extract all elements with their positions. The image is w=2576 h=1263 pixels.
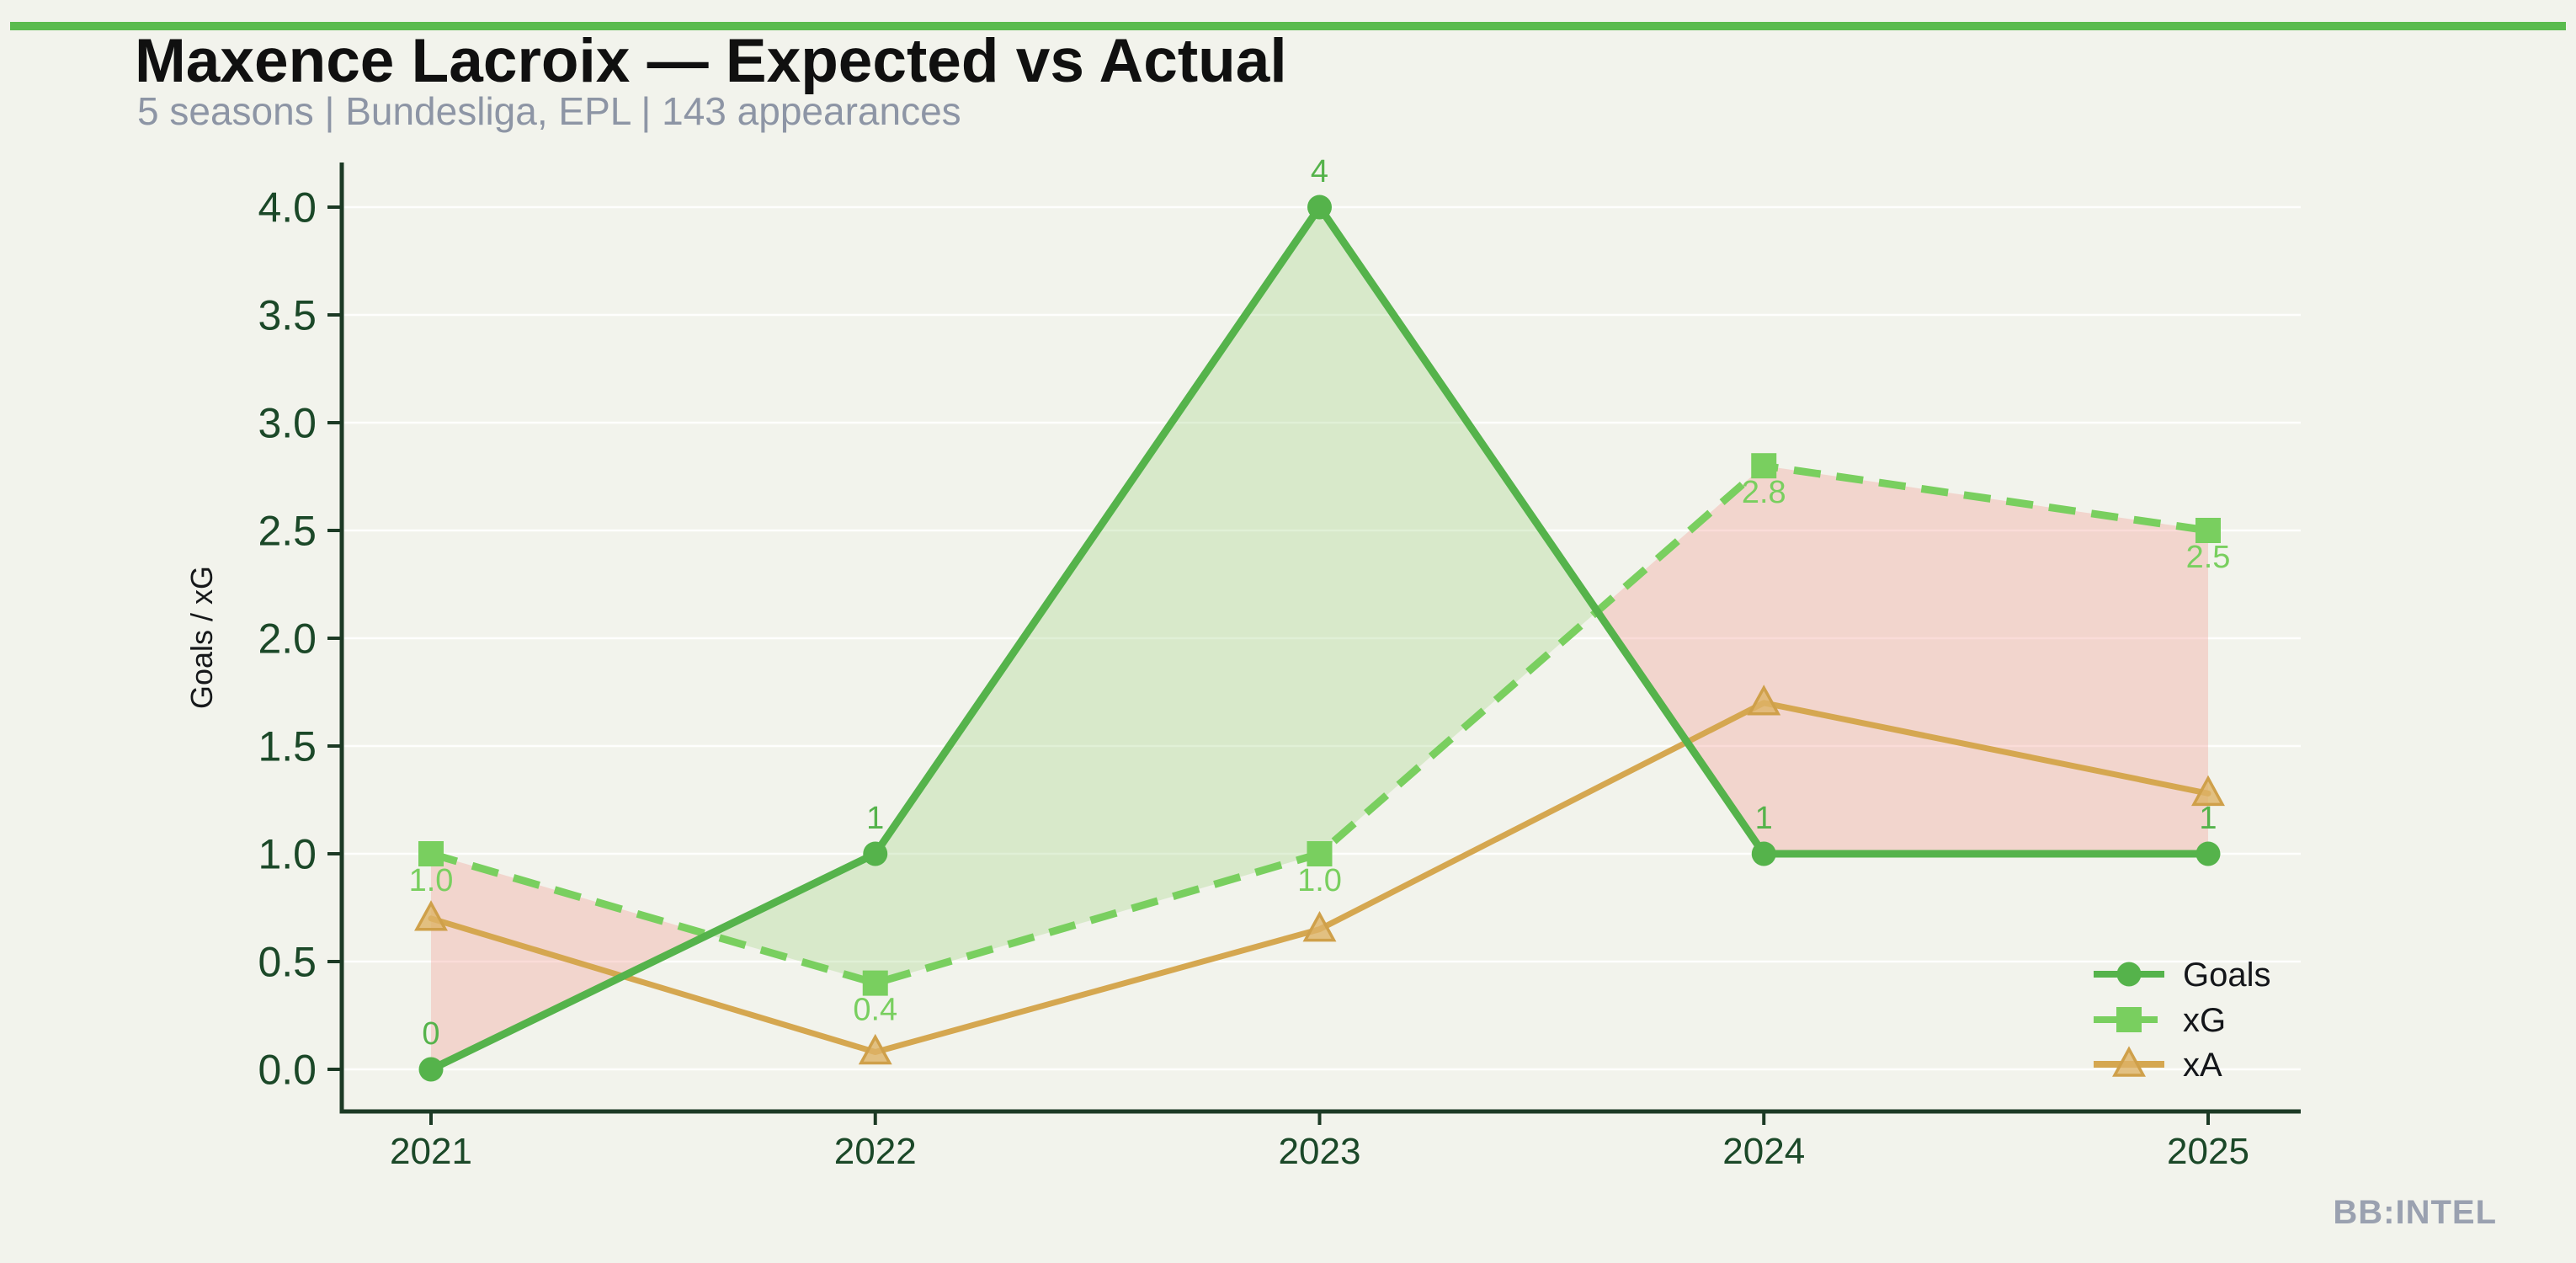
xg-marker xyxy=(1307,841,1333,866)
xg-marker xyxy=(418,841,444,866)
xg-marker xyxy=(1751,453,1777,479)
goals-point-label: 1 xyxy=(866,801,884,836)
x-tick-label: 2024 xyxy=(1722,1131,1805,1172)
legend-item-xa: xA xyxy=(2094,1046,2222,1084)
y-axis-title: Goals / xG xyxy=(184,566,219,709)
y-tick-label: 4.0 xyxy=(258,184,317,232)
goals-point-label: 4 xyxy=(1311,154,1328,189)
xa-marker xyxy=(1302,910,1337,942)
y-tick-label: 3.0 xyxy=(258,400,317,447)
legend-item-xg: xG xyxy=(2094,1002,2226,1039)
fill-region-goals-above xyxy=(708,207,1598,983)
xa-marker xyxy=(414,900,448,931)
xa-marker xyxy=(2191,775,2225,807)
x-tick-label: 2022 xyxy=(834,1131,917,1172)
legend-key-square xyxy=(2116,1007,2142,1032)
x-tick-label: 2023 xyxy=(1279,1131,1361,1172)
goals-marker xyxy=(1307,195,1332,220)
y-tick-label: 2.5 xyxy=(258,508,317,555)
xg-point-label: 0.4 xyxy=(853,993,897,1028)
x-tick-label: 2025 xyxy=(2167,1131,2249,1172)
y-tick-label: 2.0 xyxy=(258,616,317,663)
legend-key-triangle xyxy=(2112,1046,2146,1077)
legend-key-circle xyxy=(2116,962,2142,987)
goals-marker xyxy=(1751,841,1776,866)
xg-point-label: 1.0 xyxy=(1297,863,1342,898)
goals-marker xyxy=(2195,841,2221,866)
y-tick-label: 0.0 xyxy=(258,1047,317,1094)
y-tick-label: 0.5 xyxy=(258,939,317,986)
x-tick-label: 2021 xyxy=(390,1131,472,1172)
goals-point-label: 1 xyxy=(2199,801,2217,836)
y-tick-label: 1.0 xyxy=(258,831,317,878)
fill-region-xg-above xyxy=(1597,466,2208,854)
xa-marker xyxy=(1747,685,1781,716)
xg-marker xyxy=(2195,518,2221,543)
goals-marker xyxy=(863,841,888,866)
goals-point-label: 1 xyxy=(1755,801,1773,836)
xg-point-label: 2.5 xyxy=(2186,540,2231,575)
xg-marker xyxy=(862,970,888,996)
chart-title: Maxence Lacroix — Expected vs Actual xyxy=(135,27,1287,95)
xg-point-label: 2.8 xyxy=(1742,475,1786,510)
legend-item-goals: Goals xyxy=(2094,957,2271,994)
legend-label: xG xyxy=(2183,1002,2226,1039)
brand-watermark: BB:INTEL xyxy=(2333,1194,2497,1231)
legend-label: Goals xyxy=(2183,957,2271,994)
legend: Goals xG xA xyxy=(2094,957,2271,1084)
goals-point-label: 0 xyxy=(422,1016,439,1052)
legend-label: xA xyxy=(2183,1047,2222,1084)
xg-point-label: 1.0 xyxy=(409,863,454,898)
y-tick-label: 3.5 xyxy=(258,292,317,339)
goals-marker xyxy=(418,1057,444,1082)
chart-subtitle: 5 seasons | Bundesliga, EPL | 143 appear… xyxy=(137,89,961,133)
top-accent-bar xyxy=(10,22,2566,30)
xa-marker xyxy=(858,1033,892,1065)
y-tick-label: 1.5 xyxy=(258,723,317,770)
